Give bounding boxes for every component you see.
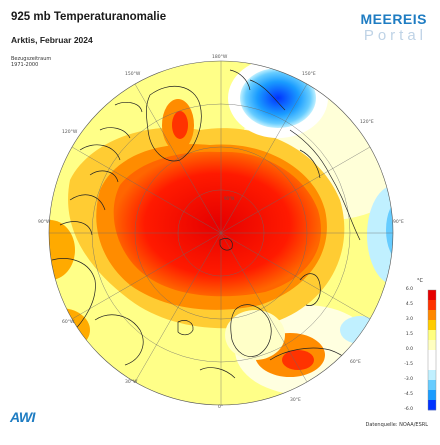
page-title: 925 mb Temperaturanomalie	[11, 11, 167, 23]
legend-tick-label: 0.0	[405, 347, 413, 352]
legend-swatch	[428, 330, 436, 341]
legend-swatch	[428, 360, 436, 371]
cold-zone-east-core	[386, 200, 393, 260]
legend-swatch	[428, 320, 436, 331]
legend-tick-label: -4.5	[404, 392, 413, 397]
lon-label-60e: 60°E	[350, 360, 361, 365]
central-arctic-warm-anomaly	[113, 151, 322, 297]
lon-label-120e: 120°E	[360, 120, 374, 125]
lon-label-30e: 30°E	[290, 398, 301, 403]
brand-name: MEEREIS	[360, 11, 427, 27]
legend-swatch	[428, 380, 436, 391]
greenland-warm-core	[172, 111, 188, 139]
legend-tick-label: 6.0	[405, 287, 413, 292]
pole-label: 90°N	[224, 196, 235, 201]
legend-swatch	[428, 290, 436, 301]
legend-tick-label: -1.5	[404, 362, 413, 367]
legend-tick-label: 3.0	[405, 317, 413, 322]
map-border	[48, 60, 394, 406]
map-subtitle: Arktis, Februar 2024	[11, 35, 93, 45]
legend-swatch	[428, 370, 436, 381]
lon-label-150w: 150°W	[125, 72, 141, 77]
cold-zone-east	[367, 185, 393, 285]
lon-label-120w: 120°W	[62, 130, 78, 135]
europe-cold-patch	[340, 316, 380, 344]
data-source: Datenquelle: NOAA/ESRL	[365, 422, 428, 428]
legend-swatch	[428, 400, 436, 411]
brand-subname: Portal	[363, 27, 427, 44]
lon-label-0: 0°	[218, 405, 224, 410]
legend-unit: °C	[417, 278, 423, 284]
reference-label-text: Bezugszeitraum	[11, 56, 52, 62]
legend-tick-label: -6.0	[404, 407, 413, 412]
legend-colorbar	[427, 289, 437, 411]
legend-tick-label: 1.5	[405, 332, 413, 337]
legend-tick-label: 4.5	[405, 302, 413, 307]
pacific-cold-anomaly	[240, 68, 316, 128]
lon-label-90w: 90°W	[38, 220, 51, 225]
reference-period-label: Bezugszeitraum 1971-2000	[11, 56, 51, 68]
lon-label-60w: 60°W	[62, 320, 75, 325]
legend-tick-label: -3.0	[404, 377, 413, 382]
lon-label-150e: 150°E	[302, 72, 316, 77]
legend-frame	[427, 289, 437, 411]
lon-label-180: 180°W	[212, 55, 228, 60]
awi-logo: AWI	[10, 409, 35, 425]
lon-label-30w: 30°W	[125, 380, 138, 385]
legend-swatch	[428, 310, 436, 321]
scandinavia-pale-zone	[225, 310, 285, 360]
alaska-warm-patch	[49, 308, 90, 352]
siberia-warm-core	[282, 350, 314, 370]
reference-period-text: 1971-2000	[11, 62, 39, 68]
lon-label-90e: 90°E	[393, 220, 404, 225]
legend-swatch	[428, 350, 436, 361]
legend-swatch	[428, 300, 436, 311]
legend-swatch	[428, 340, 436, 351]
legend-swatch	[428, 390, 436, 401]
